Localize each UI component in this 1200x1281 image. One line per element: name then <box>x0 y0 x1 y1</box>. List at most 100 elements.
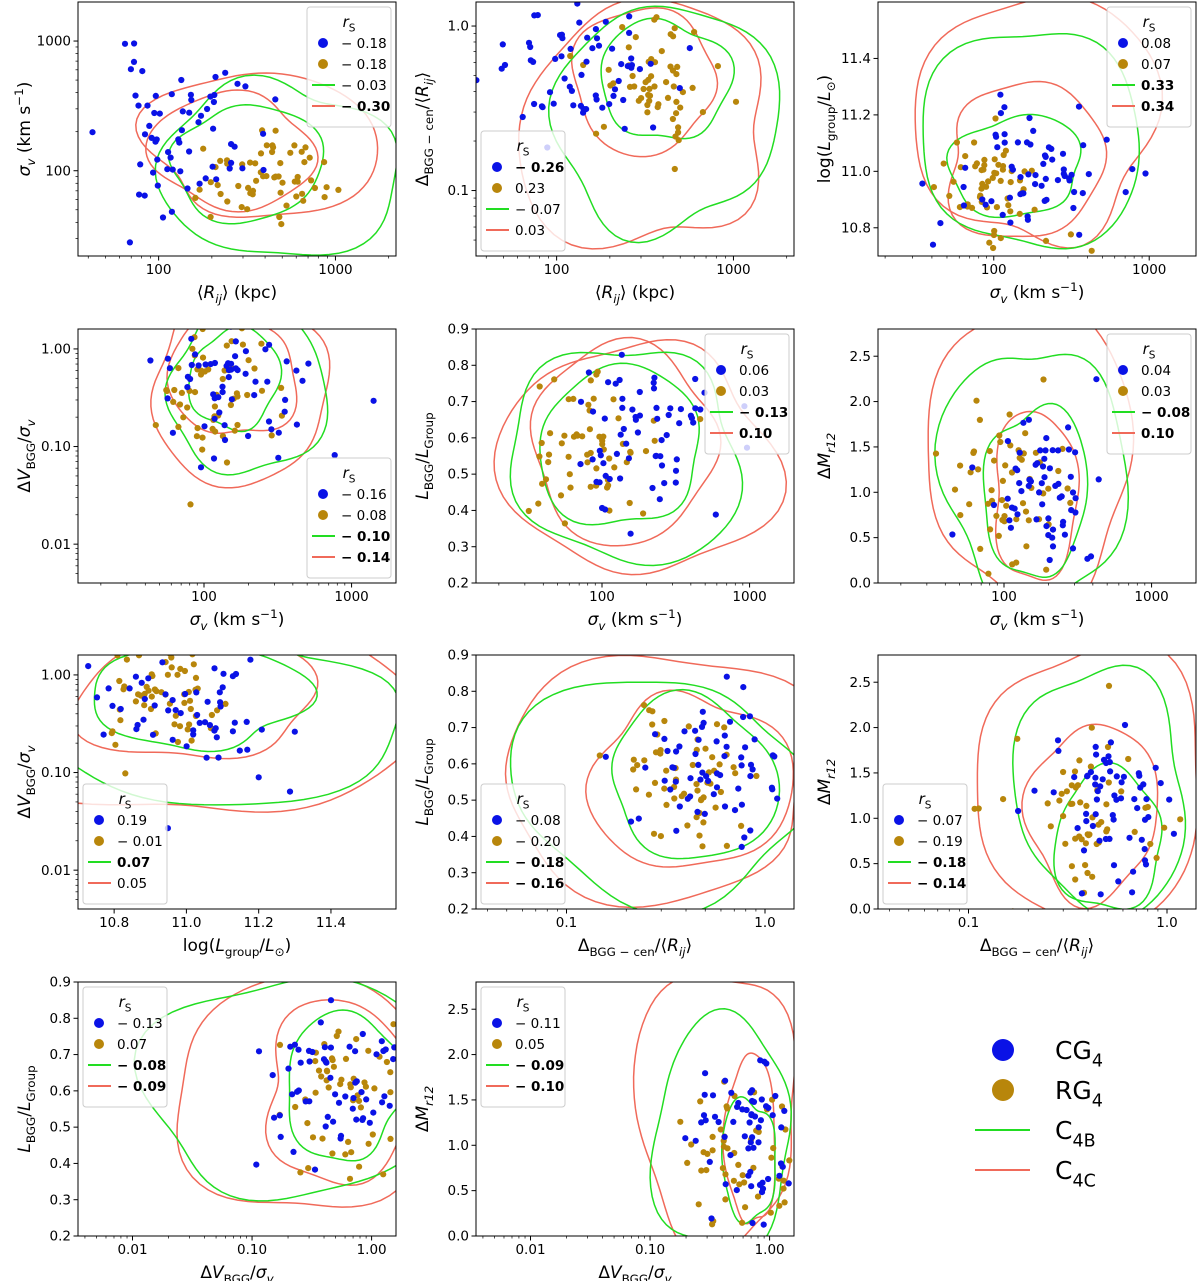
point-cg4 <box>188 361 195 369</box>
point-cg4 <box>177 168 184 175</box>
point-rg4 <box>610 396 617 403</box>
legend-value: 0.23 <box>515 181 545 197</box>
point-cg4 <box>201 719 209 726</box>
x-tick-label: 100 <box>991 589 1017 605</box>
point-cg4 <box>1055 747 1062 755</box>
point-cg4 <box>758 1189 766 1196</box>
point-cg4 <box>960 202 968 209</box>
point-rg4 <box>1000 796 1007 803</box>
point-rg4 <box>988 487 995 494</box>
point-cg4 <box>676 420 683 427</box>
legend-value: − 0.11 <box>515 1016 561 1032</box>
point-cg4 <box>1080 847 1088 854</box>
point-cg4 <box>1080 142 1087 149</box>
point-cg4 <box>726 718 734 725</box>
point-rg4 <box>714 63 722 70</box>
point-rg4 <box>972 264 978 270</box>
point-rg4 <box>345 1138 352 1145</box>
point-rg4 <box>269 148 276 156</box>
figure-legend-label: RG4 <box>1055 1076 1103 1112</box>
point-cg4 <box>225 374 232 381</box>
point-cg4 <box>1017 191 1024 198</box>
point-rg4 <box>685 723 692 730</box>
point-cg4 <box>140 716 147 723</box>
point-rg4 <box>981 156 988 163</box>
point-cg4 <box>610 92 617 99</box>
point-cg4 <box>291 728 298 735</box>
point-cg4 <box>1068 171 1075 178</box>
point-rg4 <box>999 516 1006 524</box>
legend-value: 0.07 <box>117 1037 147 1053</box>
legend: rS0.08 0.07 0.33 0.34 <box>1106 6 1192 128</box>
point-cg4 <box>658 437 665 444</box>
point-cg4 <box>774 795 781 802</box>
point-cg4 <box>358 1089 365 1096</box>
point-cg4 <box>593 96 600 103</box>
point-cg4 <box>324 1113 331 1120</box>
point-cg4 <box>1079 190 1086 197</box>
y-tick-label: 100 <box>45 163 71 179</box>
point-rg4 <box>635 97 642 104</box>
y-axis-label: LBGG/LGroup <box>15 1065 38 1152</box>
point-rg4 <box>114 655 121 659</box>
point-cg4 <box>226 165 233 172</box>
legend-marker <box>716 386 726 396</box>
point-cg4 <box>1017 174 1024 181</box>
point-rg4 <box>1008 469 1016 476</box>
point-rg4 <box>207 213 214 221</box>
point-cg4 <box>1049 534 1056 541</box>
point-cg4 <box>166 365 173 372</box>
point-cg4 <box>335 1099 343 1106</box>
point-cg4 <box>1092 774 1099 781</box>
point-cg4 <box>121 40 129 47</box>
legend-marker <box>1118 365 1128 375</box>
x-tick-label: 1000 <box>1132 262 1166 278</box>
point-cg4 <box>149 640 155 646</box>
point-cg4 <box>531 100 538 108</box>
legend-value: 0.05 <box>117 876 147 892</box>
point-cg4 <box>1118 779 1125 786</box>
point-cg4 <box>1008 504 1016 511</box>
point-rg4 <box>712 804 719 811</box>
point-rg4 <box>1161 824 1168 831</box>
point-rg4 <box>962 153 969 160</box>
point-rg4 <box>600 433 607 440</box>
point-rg4 <box>629 72 636 80</box>
point-cg4 <box>558 31 566 38</box>
point-rg4 <box>640 510 647 517</box>
point-cg4 <box>136 191 143 198</box>
point-rg4 <box>329 1150 336 1157</box>
point-cg4 <box>406 1067 412 1073</box>
point-cg4 <box>265 418 273 425</box>
point-cg4 <box>1018 488 1025 495</box>
point-cg4 <box>1045 144 1052 151</box>
point-cg4 <box>740 713 747 721</box>
point-rg4 <box>732 98 740 105</box>
point-cg4 <box>616 376 623 384</box>
point-cg4 <box>615 77 622 85</box>
point-cg4 <box>132 673 139 680</box>
point-rg4 <box>1083 802 1090 810</box>
y-tick-label: 0.2 <box>448 576 469 592</box>
contour-c4b <box>509 351 744 567</box>
y-tick-label: 0.10 <box>41 439 71 455</box>
point-cg4 <box>634 429 642 436</box>
point-cg4 <box>731 807 739 814</box>
point-rg4 <box>565 453 572 460</box>
point-rg4 <box>768 1154 775 1161</box>
point-cg4 <box>755 1139 762 1146</box>
point-rg4 <box>648 73 655 80</box>
point-rg4 <box>190 661 197 668</box>
x-axis-label: log(Lgroup/L⊙) <box>183 936 291 959</box>
x-tick-label: 1000 <box>732 589 766 605</box>
point-cg4 <box>167 154 174 161</box>
point-rg4 <box>176 723 184 730</box>
point-cg4 <box>206 722 213 729</box>
point-cg4 <box>290 1148 297 1155</box>
point-cg4 <box>609 45 616 52</box>
point-cg4 <box>661 777 668 784</box>
point-cg4 <box>1099 776 1106 783</box>
point-cg4 <box>258 726 265 733</box>
point-cg4 <box>1106 759 1113 766</box>
